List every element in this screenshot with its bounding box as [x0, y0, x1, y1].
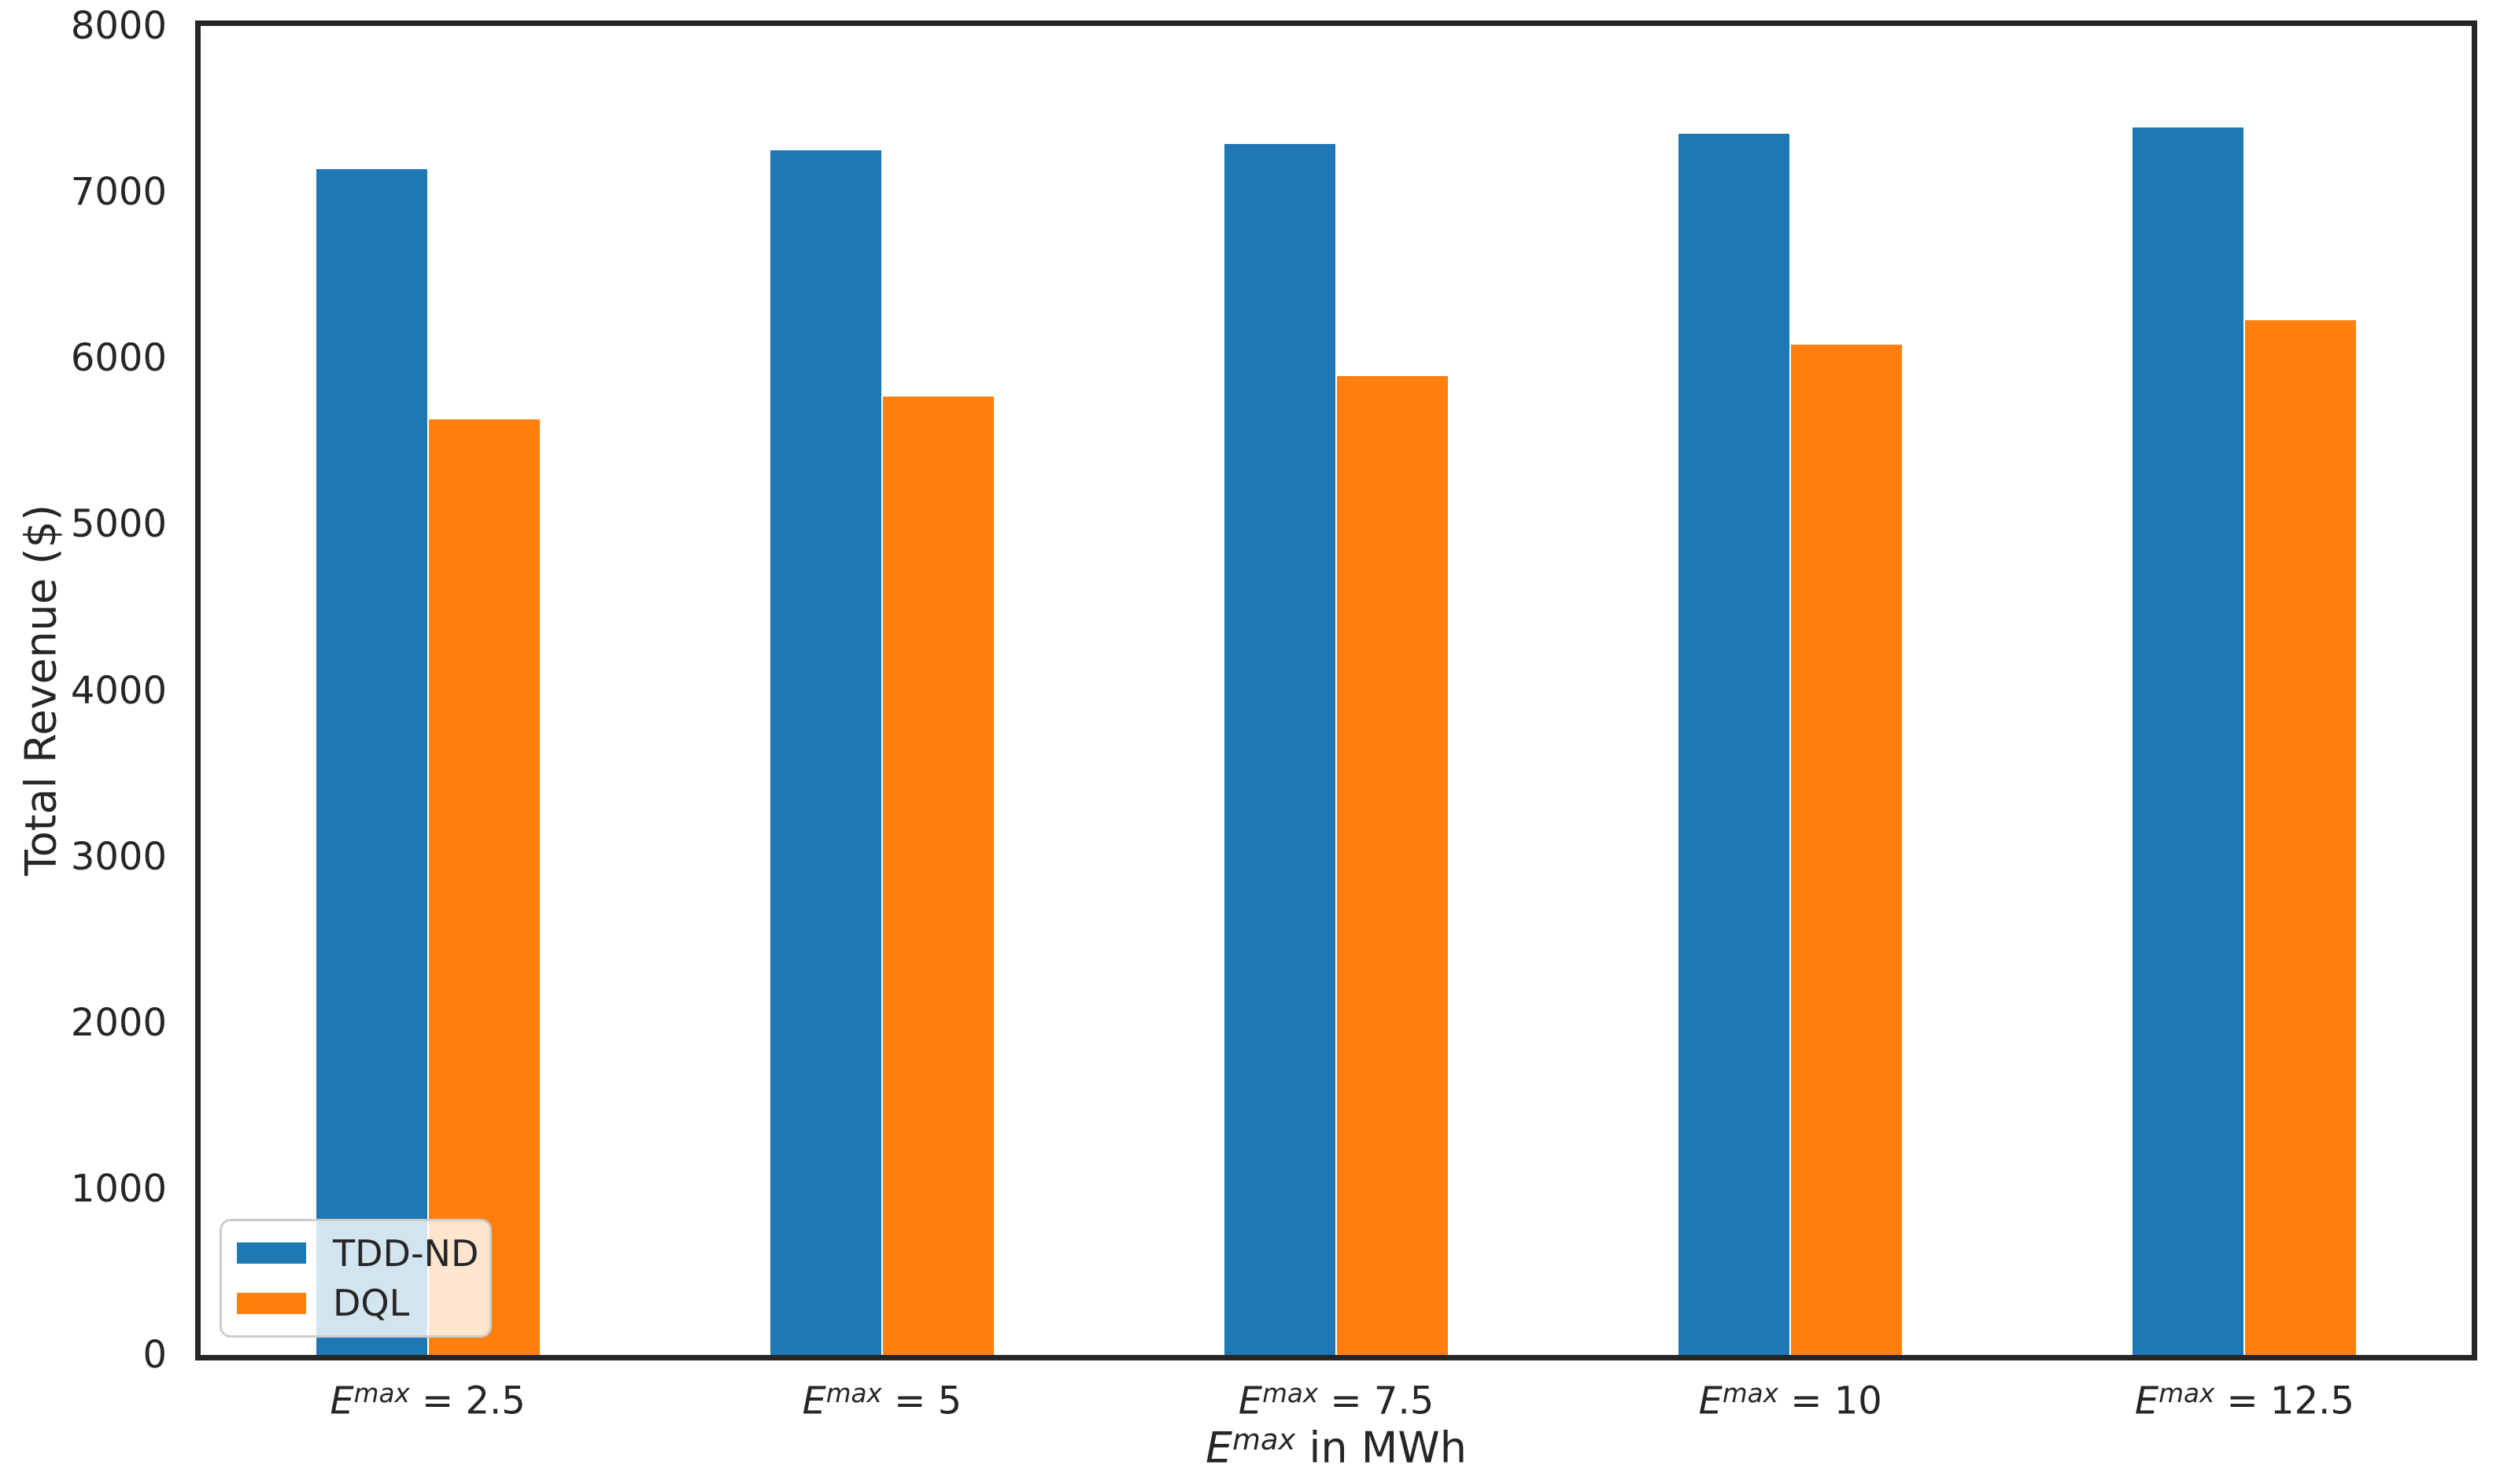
- xtick-symbol: E: [2134, 1379, 2159, 1423]
- bar-tdd-nd-1: [770, 150, 881, 1355]
- xtick-symbol: E: [1238, 1379, 1263, 1423]
- xtick-superscript: max: [1262, 1379, 1319, 1408]
- xtick-superscript: max: [825, 1379, 882, 1408]
- bar-tdd-nd-0: [316, 168, 427, 1355]
- legend-label-dql: DQL: [333, 1282, 410, 1325]
- y-tick-label-5000: 5000: [70, 502, 167, 547]
- xtick-value: = 12.5: [2214, 1379, 2354, 1423]
- xtick-value: = 10: [1778, 1379, 1882, 1423]
- legend-label-tdd-nd: TDD-ND: [333, 1231, 479, 1275]
- y-axis-label: Total Revenue ($): [16, 504, 66, 877]
- x-tick-label-5: Emax = 5: [802, 1379, 962, 1423]
- xtick-symbol: E: [1698, 1379, 1723, 1423]
- xtick-symbol: E: [330, 1379, 354, 1423]
- xtick-symbol: E: [802, 1379, 826, 1423]
- legend-swatch-dql: [237, 1292, 306, 1314]
- bar-dql-2: [1337, 376, 1448, 1355]
- xlabel-symbol: E: [1206, 1423, 1233, 1473]
- xtick-superscript: max: [2158, 1379, 2215, 1408]
- x-tick-label-12.5: Emax = 12.5: [2134, 1379, 2354, 1423]
- legend-row-tdd-nd: TDD-ND: [237, 1235, 489, 1272]
- xlabel-superscript: max: [1232, 1423, 1296, 1456]
- legend-swatch-tdd-nd: [237, 1242, 306, 1264]
- x-tick-label-10: Emax = 10: [1698, 1379, 1882, 1423]
- y-tick-label-4000: 4000: [70, 668, 167, 713]
- x-tick-label-2.5: Emax = 2.5: [330, 1379, 526, 1423]
- y-tick-label-6000: 6000: [70, 336, 167, 381]
- bar-dql-1: [882, 396, 994, 1355]
- y-tick-label-1000: 1000: [70, 1166, 167, 1211]
- xtick-value: = 5: [881, 1379, 962, 1423]
- bar-tdd-nd-3: [1678, 134, 1790, 1355]
- plot-area: [195, 20, 2477, 1360]
- y-tick-label-2000: 2000: [70, 1000, 167, 1045]
- y-tick-label-8000: 8000: [70, 4, 167, 48]
- xtick-value: = 2.5: [409, 1379, 526, 1423]
- xtick-superscript: max: [1722, 1379, 1778, 1408]
- xtick-value: = 7.5: [1318, 1379, 1435, 1423]
- bar-dql-4: [2245, 319, 2357, 1355]
- bar-dql-0: [428, 419, 540, 1355]
- x-axis-label: Emax in MWh: [1206, 1423, 1467, 1473]
- x-tick-label-7.5: Emax = 7.5: [1238, 1379, 1435, 1423]
- legend: TDD-ND DQL: [220, 1219, 492, 1338]
- bar-tdd-nd-2: [1224, 143, 1335, 1355]
- legend-row-dql: DQL: [237, 1285, 489, 1321]
- y-tick-label-3000: 3000: [70, 834, 167, 879]
- xtick-superscript: max: [353, 1379, 410, 1408]
- bar-dql-3: [1791, 345, 1903, 1355]
- xlabel-suffix: in MWh: [1295, 1423, 1467, 1473]
- bar-tdd-nd-4: [2133, 127, 2244, 1355]
- y-tick-label-7000: 7000: [70, 170, 167, 215]
- y-tick-label-0: 0: [142, 1333, 167, 1377]
